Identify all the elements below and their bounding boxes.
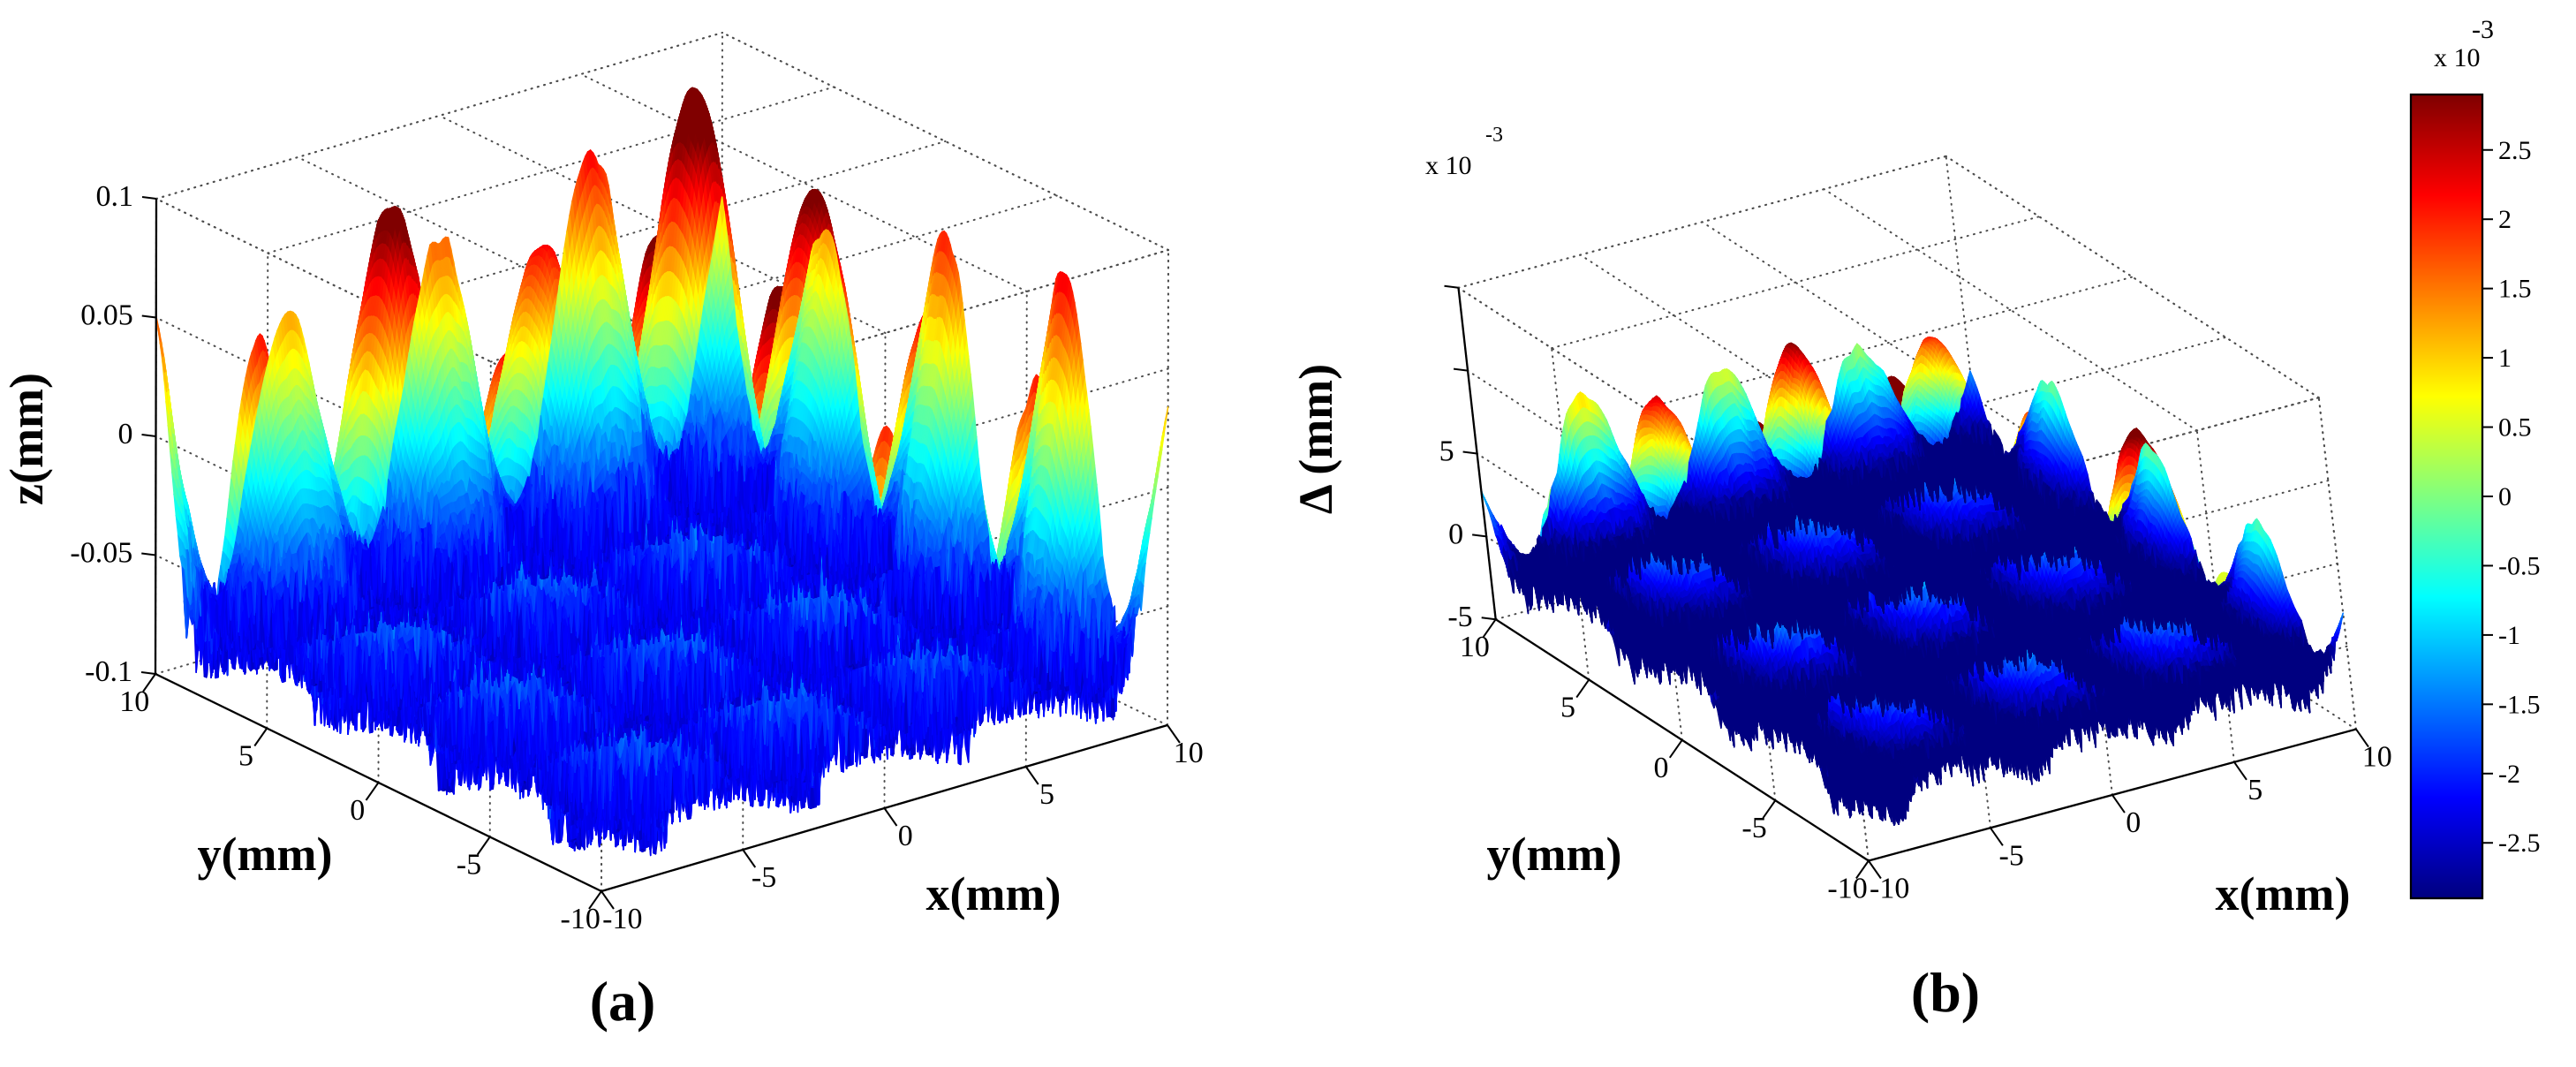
- svg-text:-0.1: -0.1: [85, 655, 132, 688]
- svg-text:0: 0: [350, 794, 365, 827]
- svg-text:0: 0: [118, 418, 133, 450]
- svg-text:10: 10: [119, 685, 149, 718]
- svg-text:0.5: 0.5: [2498, 413, 2532, 443]
- svg-text:-10: -10: [602, 903, 642, 935]
- svg-text:0.05: 0.05: [80, 299, 133, 332]
- svg-text:0: 0: [2498, 482, 2512, 511]
- svg-text:-2: -2: [2498, 760, 2520, 789]
- svg-text:0: 0: [898, 820, 913, 852]
- svg-text:z(mm): z(mm): [0, 373, 53, 505]
- svg-text:x 10: x 10: [2434, 43, 2481, 72]
- svg-text:1: 1: [2498, 344, 2512, 373]
- svg-text:-1: -1: [2498, 621, 2520, 650]
- svg-text:-5: -5: [457, 849, 481, 882]
- svg-text:(a): (a): [590, 970, 656, 1033]
- svg-text:-10: -10: [561, 903, 601, 935]
- svg-text:2: 2: [2498, 205, 2512, 234]
- svg-text:-5: -5: [752, 861, 776, 894]
- svg-text:1.5: 1.5: [2498, 275, 2532, 304]
- svg-text:-0.05: -0.05: [70, 537, 132, 570]
- svg-text:-2.5: -2.5: [2498, 829, 2541, 858]
- svg-text:-3: -3: [2472, 15, 2494, 44]
- svg-text:x(mm): x(mm): [926, 867, 1061, 920]
- svg-text:5: 5: [1039, 778, 1054, 811]
- svg-text:-1.5: -1.5: [2498, 690, 2541, 719]
- svg-text:5: 5: [238, 740, 253, 773]
- svg-text:-0.5: -0.5: [2498, 551, 2541, 580]
- svg-text:y(mm): y(mm): [198, 828, 333, 881]
- svg-text:10: 10: [1174, 737, 1204, 769]
- svg-text:2.5: 2.5: [2498, 136, 2532, 165]
- svg-text:0.1: 0.1: [96, 180, 134, 213]
